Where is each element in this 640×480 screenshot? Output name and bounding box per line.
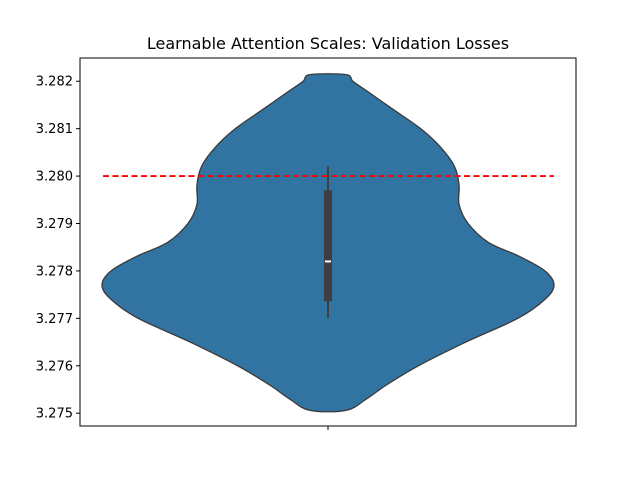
axes-layer: 3.275 3.276 3.277 3.278 3.279 3.280 3.281 3.282 [36, 57, 577, 430]
chart-title: Learnable Attention Scales: Validation L… [147, 34, 509, 53]
y-tick-label: 3.275 [36, 407, 73, 422]
y-tick-label: 3.278 [36, 264, 73, 279]
y-tick-label: 3.281 [36, 122, 73, 137]
y-tick-label: 3.279 [36, 217, 73, 232]
y-tick-label: 3.277 [36, 312, 73, 327]
y-tick-label: 3.282 [36, 75, 73, 90]
y-tick-label: 3.276 [36, 359, 73, 374]
violin-layer [101, 73, 555, 413]
y-tick-label: 3.280 [36, 170, 73, 185]
iqr-box [324, 190, 332, 302]
